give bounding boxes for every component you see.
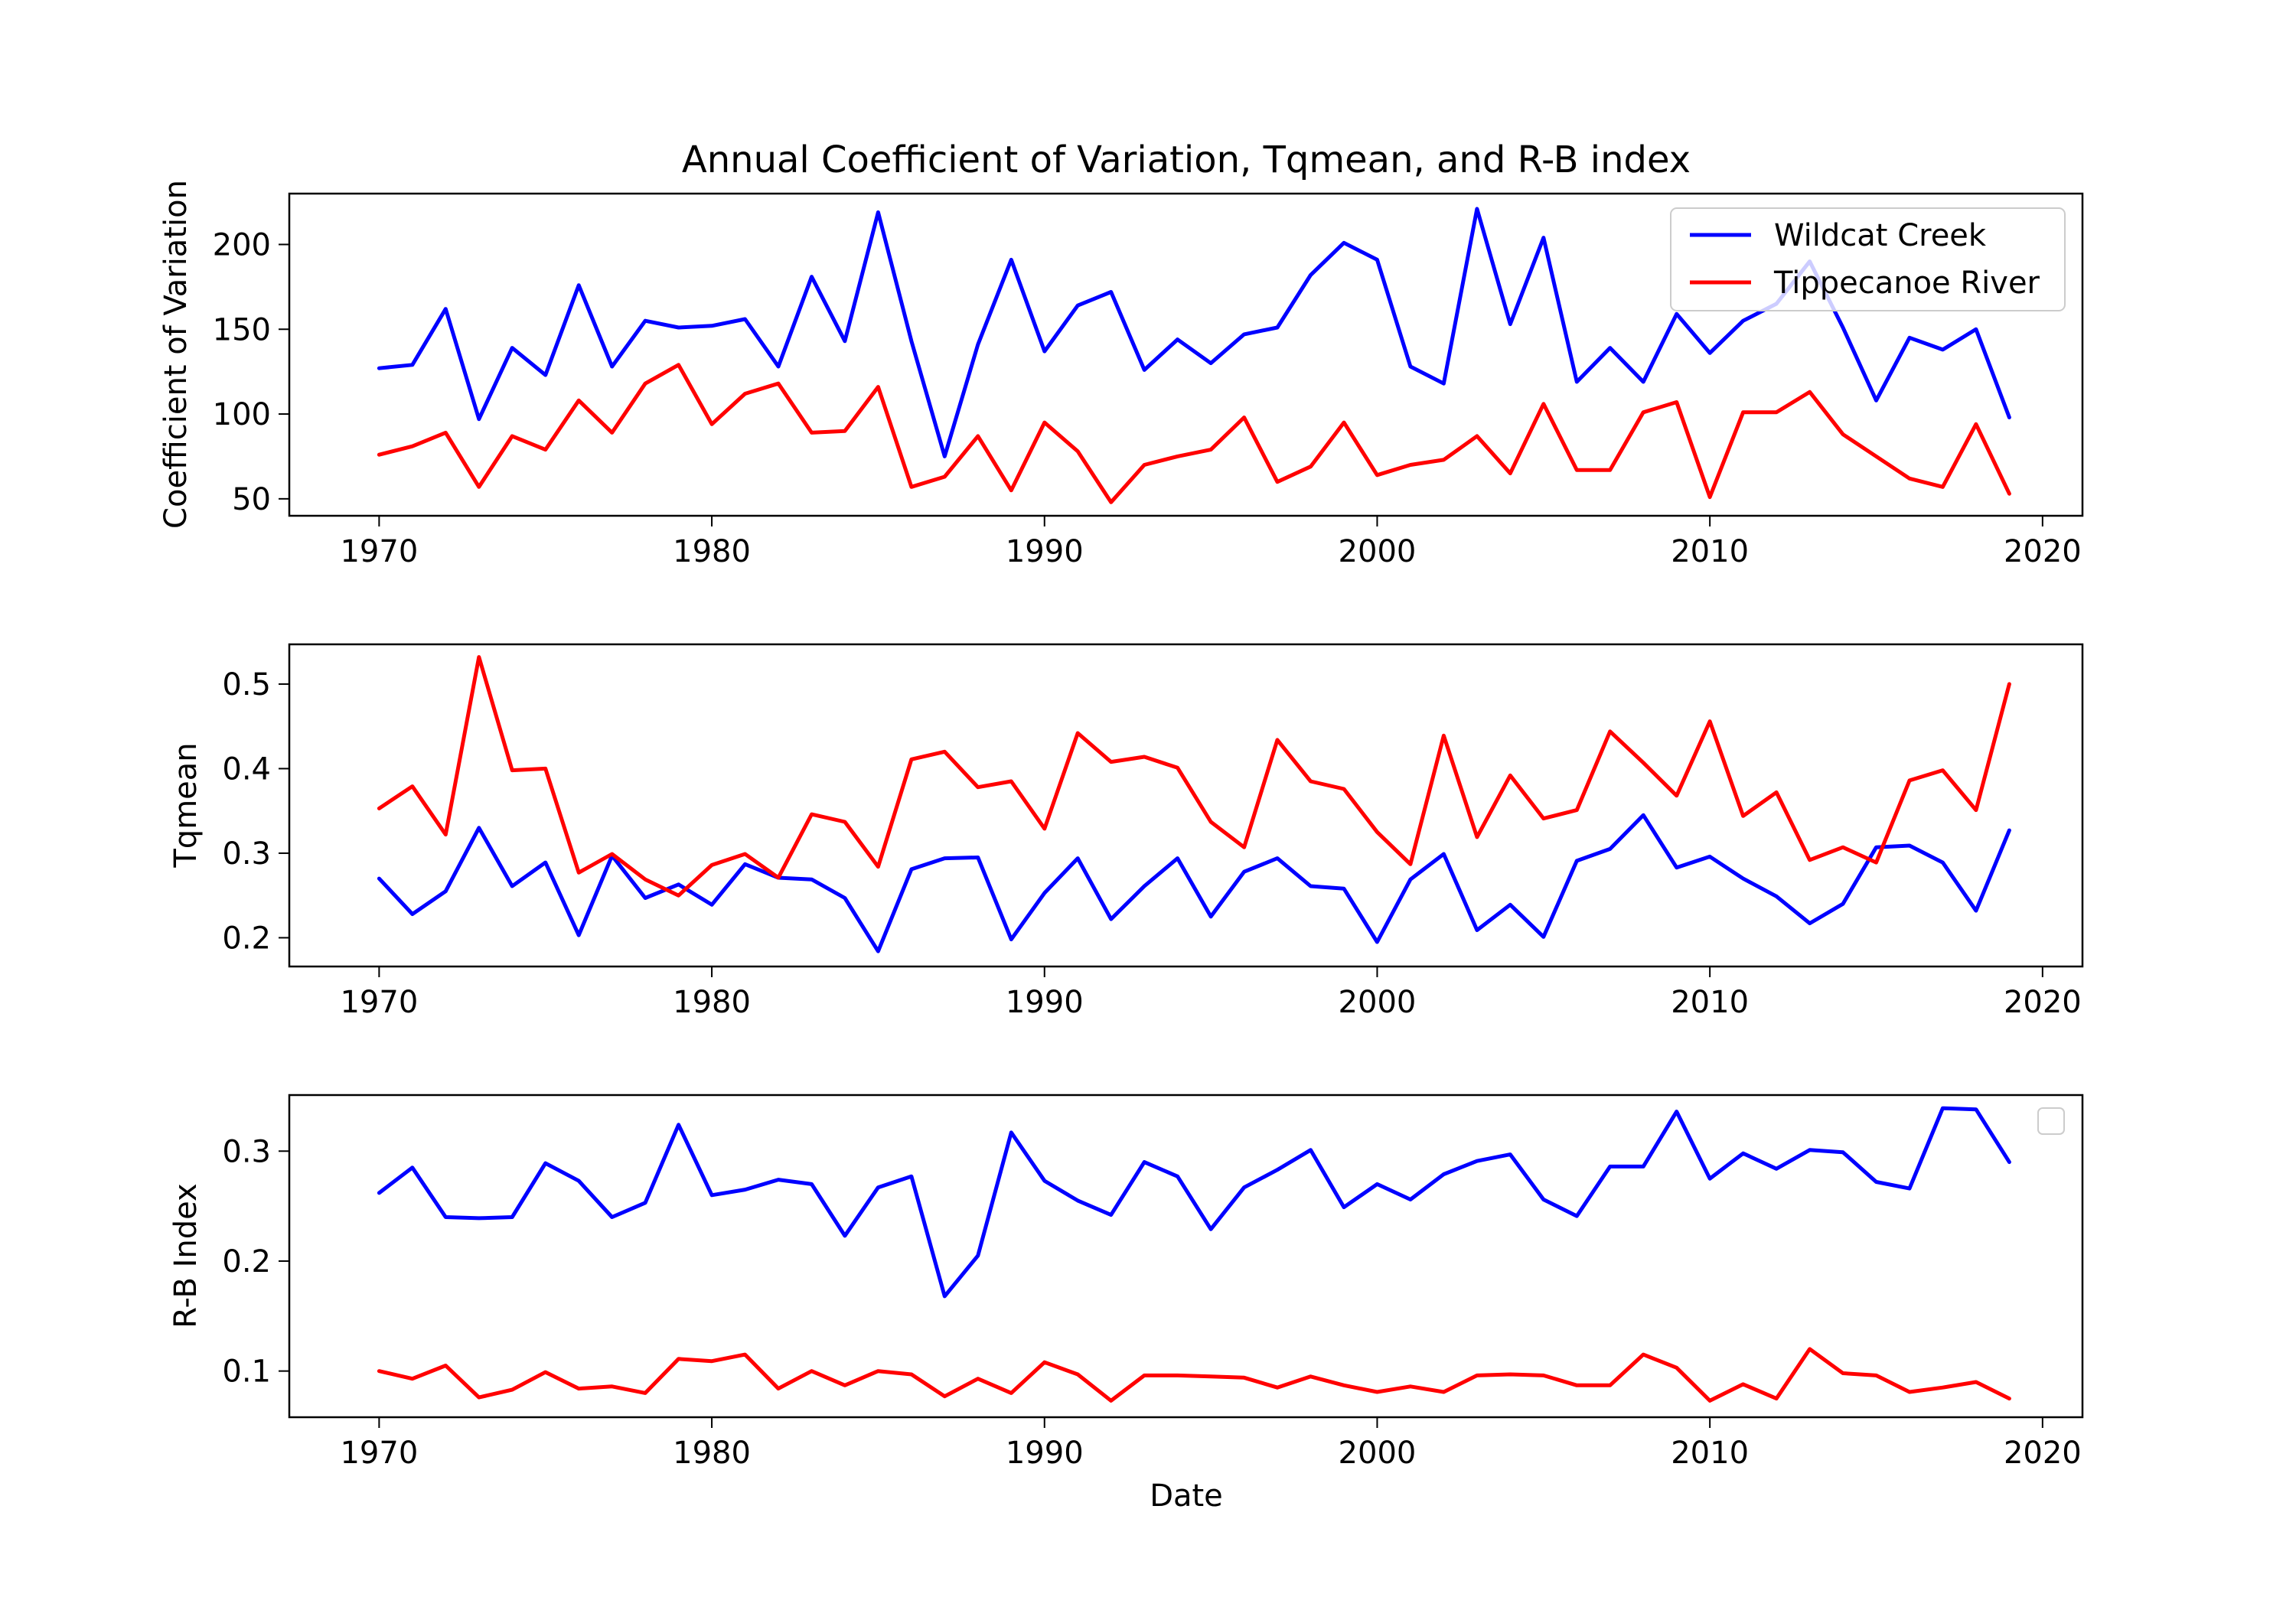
cov-x-ticks: 1970 1980 1990 2000 2010 2020 [340,516,2082,569]
cov-x-tick-label-1990: 1990 [1006,534,1084,569]
rb-index-panel: 1970 1980 1990 2000 2010 2020 0.1 0.2 0.3 R-B I… [168,1094,2084,1514]
rb-index-y-tick-label-0.1: 0.1 [222,1354,271,1390]
cov-y-tick-label-50: 50 [232,482,271,517]
tqmean-axes-frame [288,643,2084,968]
cov-x-tick-label-2000: 2000 [1339,534,1417,569]
figure-title: Annual Coefficient of Variation, Tqmean,… [682,139,1691,181]
rb-index-y-tick-label-0.2: 0.2 [222,1244,271,1279]
cov-line-wildcat-creek [377,207,2011,458]
rb-index-x-tick-label-1970: 1970 [340,1436,418,1471]
rb-index-y-ticks: 0.1 0.2 0.3 [222,1134,289,1390]
tqmean-line-wildcat-creek [377,813,2011,953]
legend-label-tippecanoe-river: Tippecanoe River [1773,266,2040,301]
cov-y-tick-label-100: 100 [213,397,271,432]
tqmean-y-tick-label-0.2: 0.2 [222,921,271,956]
cov-x-tick-label-2010: 2010 [1671,534,1749,569]
tqmean-y-tick-label-0.3: 0.3 [222,836,271,872]
rb-index-x-tick-label-2000: 2000 [1339,1436,1417,1471]
tqmean-panel: 1970 1980 1990 2000 2010 2020 0.2 0.3 0.4 0.5 Tq… [168,643,2084,1020]
cov-x-tick-label-1980: 1980 [673,534,751,569]
cov-legend: Wildcat Creek Tippecanoe River [1670,207,2066,311]
x-axis-label-date: Date [1150,1478,1223,1514]
rb-index-x-tick-label-2010: 2010 [1671,1436,1749,1471]
tqmean-x-tick-label-1980: 1980 [673,985,751,1020]
tqmean-x-tick-label-1990: 1990 [1006,985,1084,1020]
legend-label-wildcat-creek: Wildcat Creek [1774,218,1987,253]
rb-index-x-tick-label-1980: 1980 [673,1436,751,1471]
rb-index-empty-legend [2037,1107,2065,1135]
cov-y-ticks: 50 100 150 200 [213,227,289,517]
cov-y-tick-label-150: 150 [213,312,271,347]
cov-axes-frame [288,192,2084,517]
rb-index-x-ticks: 1970 1980 1990 2000 2010 2020 [340,1417,2082,1471]
tqmean-x-tick-label-1970: 1970 [340,985,418,1020]
rb-index-x-tick-label-2020: 2020 [2004,1436,2082,1471]
cov-legend-box [1670,207,2066,311]
rb-index-y-axis-label: R-B Index [168,1183,204,1328]
rb-index-line-tippecanoe-river [377,1347,2011,1403]
cov-series [377,207,2011,504]
tqmean-x-tick-label-2020: 2020 [2004,985,2082,1020]
tqmean-x-tick-label-2000: 2000 [1339,985,1417,1020]
rb-index-axes-frame [288,1094,2084,1419]
cov-line-tippecanoe-river [377,363,2011,504]
cov-x-tick-label-2020: 2020 [2004,534,2082,569]
tqmean-y-tick-label-0.5: 0.5 [222,667,271,702]
tqmean-y-ticks: 0.2 0.3 0.4 0.5 [222,667,289,956]
rb-index-line-wildcat-creek [377,1106,2011,1299]
tqmean-x-tick-label-2010: 2010 [1671,985,1749,1020]
cov-x-tick-label-1970: 1970 [340,534,418,569]
rb-index-x-tick-label-1990: 1990 [1006,1436,1084,1471]
rb-index-y-tick-label-0.3: 0.3 [222,1134,271,1169]
tqmean-y-tick-label-0.4: 0.4 [222,751,271,787]
cov-y-tick-label-200: 200 [213,227,271,262]
rb-index-series [377,1106,2011,1403]
cov-panel: 1970 1980 1990 2000 2010 2020 50 100 150 200 Coe… [158,180,2084,569]
tqmean-series [377,655,2011,953]
tqmean-y-axis-label: Tqmean [168,742,204,868]
cov-y-axis-label: Coefficient of Variation [158,180,194,529]
tqmean-x-ticks: 1970 1980 1990 2000 2010 2020 [340,966,2082,1020]
tqmean-line-tippecanoe-river [377,655,2011,898]
